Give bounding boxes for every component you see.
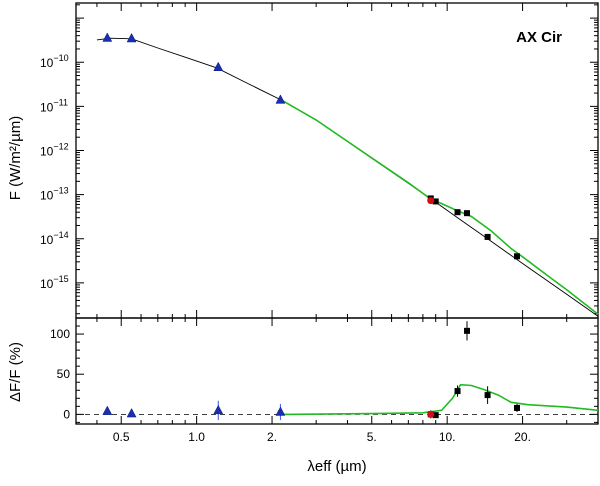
y-tick-label: 10−10 xyxy=(40,53,69,70)
photometry-circle-point xyxy=(427,410,435,418)
photometry-triangle-point xyxy=(213,61,224,71)
photometry-square-point xyxy=(432,412,439,419)
x-tick-label: 20. xyxy=(514,430,531,444)
star-name-label: AX Cir xyxy=(516,29,562,46)
top-black-line-series xyxy=(96,37,599,317)
top-panel-ticks: 10−10 10−11 10−12 10−13 10−14 10−15 xyxy=(40,3,599,318)
x-tick-label: 5. xyxy=(367,430,377,444)
photometry-square-point xyxy=(432,198,439,205)
y-tick-label: 10−11 xyxy=(40,97,68,114)
photometry-triangle-point xyxy=(102,405,113,415)
photometry-triangle-point xyxy=(102,32,113,42)
top-panel-series xyxy=(96,32,599,317)
y-tick-label: 50 xyxy=(57,367,71,381)
y-tick-label: 0 xyxy=(63,407,70,421)
y-tick-label: 10−14 xyxy=(40,230,69,247)
bottom-panel-frame xyxy=(75,317,599,425)
top-panel-frame xyxy=(75,2,599,319)
top-panel-y-axis-label: F (W/m²/µm) xyxy=(7,116,24,200)
photometry-square-point xyxy=(484,392,491,399)
bottom-panel-ticks: 0.5 1.0 2. 5. 10. 20. 0 50 100 xyxy=(50,318,599,444)
y-tick-label: 10−13 xyxy=(40,186,69,203)
photometry-square-point xyxy=(514,253,521,260)
top-green-line-series xyxy=(282,99,599,315)
photometry-square-point xyxy=(514,404,521,411)
photometry-square-point xyxy=(454,388,461,395)
bottom-green-line-series xyxy=(282,383,599,416)
bottom-panel-series xyxy=(76,321,599,420)
photometry-triangle-point xyxy=(275,406,286,416)
top-panel: 10−10 10−11 10−12 10−13 10−14 10−15 AX Cir F … xyxy=(7,2,599,319)
photometry-circle-point xyxy=(427,197,435,205)
photometry-square-point xyxy=(484,233,491,240)
bottom-panel: 0.5 1.0 2. 5. 10. 20. 0 50 100 ΔF/F (%) xyxy=(7,317,599,444)
x-tick-label: 0.5 xyxy=(113,430,130,444)
photometry-triangle-point xyxy=(126,408,137,418)
photometry-triangle-point xyxy=(275,94,286,104)
x-tick-label: 10. xyxy=(439,430,456,444)
photometry-square-point xyxy=(454,209,461,216)
photometry-square-point xyxy=(464,327,471,334)
photometry-triangle-point xyxy=(126,32,137,43)
x-tick-label: 1.0 xyxy=(188,430,205,444)
y-tick-label: 10−15 xyxy=(40,274,69,291)
y-tick-label: 10−12 xyxy=(40,141,69,158)
x-axis-label: λeff (µm) xyxy=(307,458,366,475)
photometry-square-point xyxy=(464,210,471,217)
y-tick-label: 100 xyxy=(50,327,70,341)
x-tick-label: 2. xyxy=(267,430,277,444)
photometry-triangle-point xyxy=(213,404,224,415)
bottom-panel-y-axis-label: ΔF/F (%) xyxy=(7,342,24,402)
